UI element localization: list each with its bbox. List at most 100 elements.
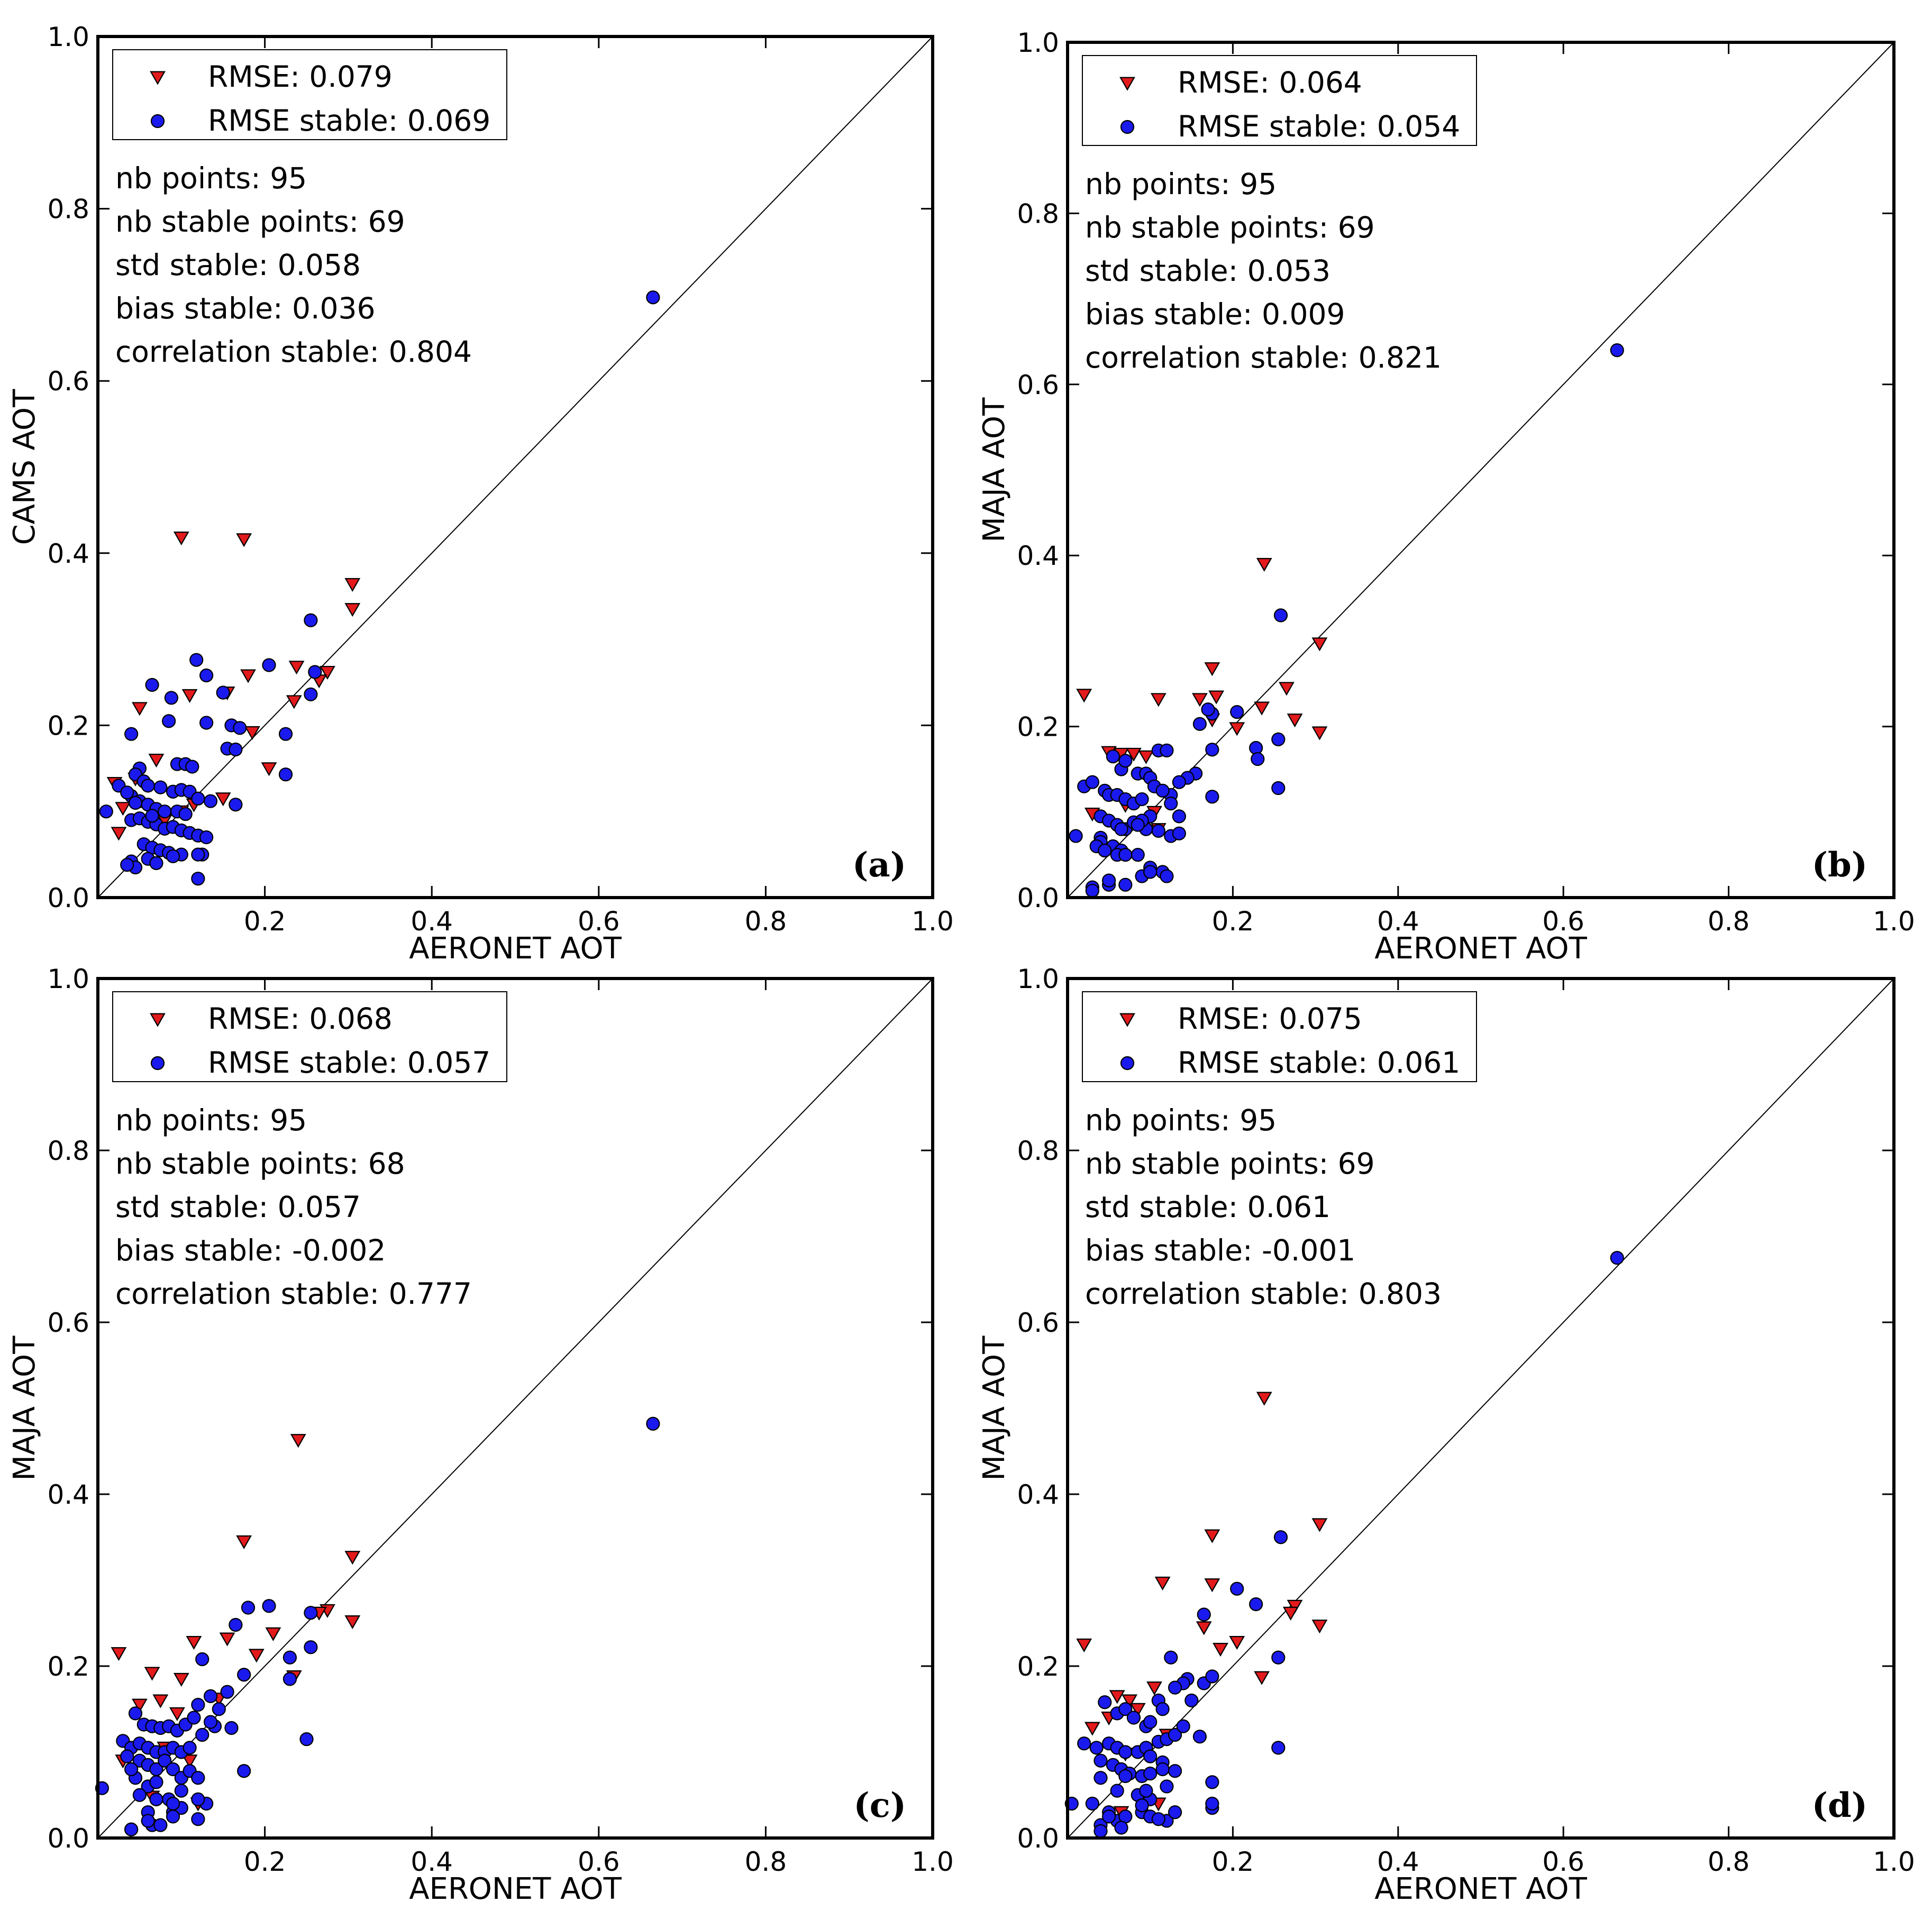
legend-entry-all: RMSE: 0.068 [208,1002,393,1036]
y-tick-label: 0.8 [47,194,89,225]
data-point-stable [1114,822,1128,836]
stats-line: std stable: 0.058 [115,248,361,282]
data-point-stable [1102,873,1116,888]
data-point-stable [191,1812,205,1826]
y-tick-label: 0.4 [47,538,89,569]
data-point-stable [1118,877,1133,892]
data-point-stable [1205,1796,1219,1811]
data-point-stable [158,804,172,819]
data-point-all [236,1535,252,1549]
data-point-stable [191,847,205,862]
data-point-stable [199,668,214,683]
panel-label: (a) [852,845,906,885]
data-point-all [1279,682,1295,696]
stats-line: std stable: 0.061 [1085,1190,1330,1224]
stats-line: bias stable: -0.002 [115,1233,386,1267]
data-point-stable [1610,343,1624,358]
data-point-stable [1118,1702,1133,1716]
data-point-stable [124,1822,139,1836]
data-point-stable [1610,1251,1624,1265]
data-point-stable [145,809,159,823]
stats-line: nb stable points: 68 [115,1147,405,1181]
data-point-all [1256,1392,1272,1406]
stats-line: std stable: 0.057 [115,1190,361,1224]
data-point-stable [164,691,178,705]
legend-marker-stable [1120,1056,1135,1071]
data-point-stable [1205,1669,1219,1684]
data-point-stable [1271,732,1286,746]
data-point-stable [1118,1745,1133,1759]
data-point-all [1213,1643,1228,1657]
data-point-stable [1151,1812,1165,1826]
data-point-stable [191,872,205,886]
y-axis-label: MAJA AOT [977,1336,1011,1481]
data-point-stable [1098,843,1112,858]
legend-entry-all: RMSE: 0.064 [1178,66,1362,99]
data-point-stable [1160,869,1174,883]
stats-line: nb points: 95 [115,161,307,195]
data-point-stable [149,1792,163,1806]
data-point-stable [1135,1798,1149,1813]
y-tick-label: 0.8 [1017,198,1059,229]
data-point-stable [145,678,159,692]
data-point-stable [1168,1680,1182,1695]
data-point-stable [1118,1769,1133,1784]
scatter-panel: 0.2 0.4 0.6 0.8 1.0 0.0 0.2 0.4 0.6 0.8 1.0 AERONET… [7,964,954,1906]
data-point-stable [1271,1650,1286,1665]
data-point-stable [1106,749,1120,764]
data-point-all [1311,1620,1328,1634]
data-point-all [1256,557,1272,572]
data-point-all [244,726,260,740]
data-point-stable [99,804,113,819]
panel-label: (b) [1812,845,1867,885]
data-point-stable [199,716,214,730]
y-tick-label: 0.2 [1017,712,1059,743]
data-point-stable [203,1689,218,1703]
data-point-stable [141,1814,155,1828]
data-point-stable [1271,1741,1286,1755]
data-point-stable [216,685,230,700]
data-point-stable [132,1788,147,1802]
data-point-all [132,702,148,716]
y-axis-label: CAMS AOT [7,389,42,545]
panel-label: (c) [853,1786,906,1825]
data-point-stable [162,714,176,728]
data-point-stable [191,1792,205,1806]
data-point-all [320,665,335,680]
x-tick-label: 1.0 [1873,1846,1915,1877]
x-tick-label: 0.6 [1542,906,1584,937]
stats-line: correlation stable: 0.803 [1085,1277,1442,1311]
x-tick-label: 0.2 [1212,1846,1254,1877]
data-point-stable [1230,705,1244,719]
data-point-stable [1160,1779,1174,1794]
data-point-all [1122,1694,1138,1708]
x-tick-label: 0.2 [244,906,286,937]
data-point-all [1150,693,1167,707]
stats-line: nb points: 95 [115,1103,307,1137]
data-point-stable [203,1715,218,1729]
data-point-all [173,1672,189,1687]
data-point-stable [237,1668,251,1682]
data-point-stable [1168,1805,1182,1819]
data-point-stable [1089,1741,1104,1755]
data-point-all [1129,1703,1146,1717]
data-point-stable [124,1762,139,1777]
y-tick-label: 0.0 [47,883,89,913]
legend-marker-stable [150,1056,165,1071]
data-point-stable [1192,717,1207,731]
data-point-all [1138,750,1154,764]
y-tick-label: 0.6 [1017,370,1059,400]
data-point-stable [282,1650,297,1665]
data-point-all [1229,1636,1245,1650]
stats-line: bias stable: 0.036 [115,291,375,325]
x-tick-label: 1.0 [1873,906,1915,937]
data-point-stable [229,1617,243,1632]
data-point-stable [1197,1607,1211,1622]
data-point-stable [1069,829,1083,843]
data-point-stable [1098,1695,1112,1709]
y-tick-label: 0.8 [47,1136,89,1166]
data-point-stable [262,658,276,672]
data-point-all [152,1694,169,1708]
data-point-all [344,603,361,617]
